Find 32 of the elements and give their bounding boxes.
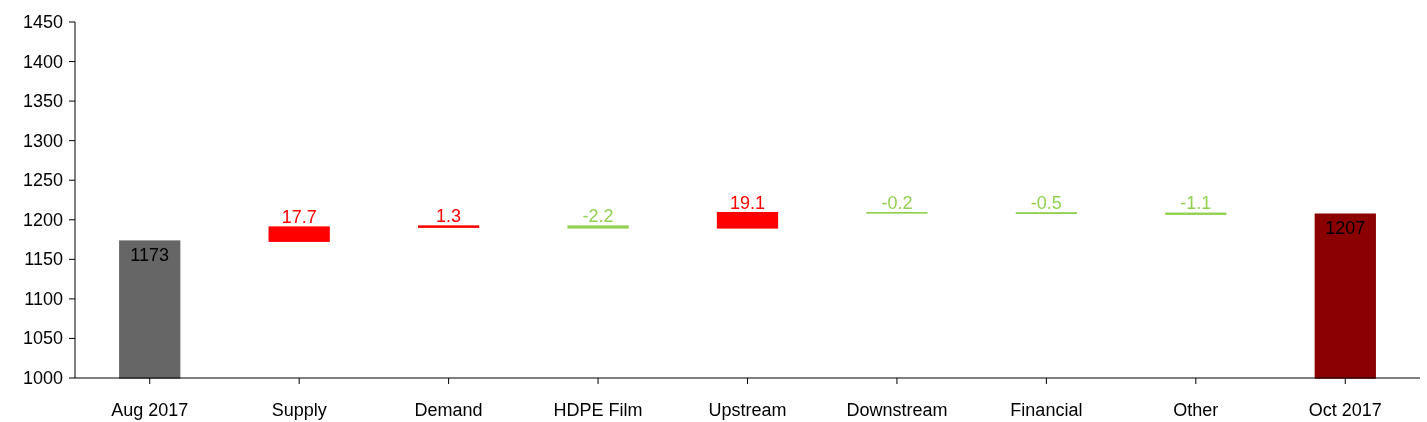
y-tick-label: 1350	[22, 91, 63, 112]
x-tick-label: Supply	[271, 400, 327, 420]
bar	[268, 226, 330, 242]
x-tick-label: Demand	[414, 400, 483, 420]
x-tick-label: Upstream	[708, 400, 787, 420]
y-tick-label: 1200	[22, 209, 63, 230]
data-label: -1.1	[1180, 193, 1212, 214]
y-tick-label: 1400	[22, 51, 63, 72]
data-label: 19.1	[729, 192, 766, 213]
data-label: -0.2	[881, 192, 913, 213]
x-tick-label: Other	[1173, 400, 1219, 420]
data-label: 17.7	[281, 207, 317, 228]
y-tick-label: 1050	[22, 328, 63, 349]
bar	[716, 211, 779, 229]
y-tick-label: 1000	[22, 368, 63, 388]
y-tick-label: 1150	[24, 249, 63, 270]
y-tick-label: 1250	[22, 170, 63, 191]
y-tick-label: 1300	[22, 130, 63, 151]
x-tick-label: Downstream	[846, 400, 948, 420]
data-label: -2.2	[582, 206, 614, 227]
bar	[1314, 213, 1376, 379]
data-label: -0.5	[1030, 192, 1062, 213]
x-tick-label: Oct 2017	[1308, 400, 1382, 420]
data-label: 1173	[130, 245, 170, 266]
data-label: 1207	[1325, 218, 1366, 239]
bar	[119, 240, 181, 379]
x-tick-label: Aug 2017	[111, 400, 189, 420]
y-tick-label: 1450	[22, 12, 63, 32]
x-tick-label: HDPE Film	[553, 400, 643, 420]
y-tick-label: 1100	[24, 288, 63, 309]
x-tick-label: Financial	[1010, 400, 1083, 420]
data-label: 1.3	[436, 206, 462, 227]
